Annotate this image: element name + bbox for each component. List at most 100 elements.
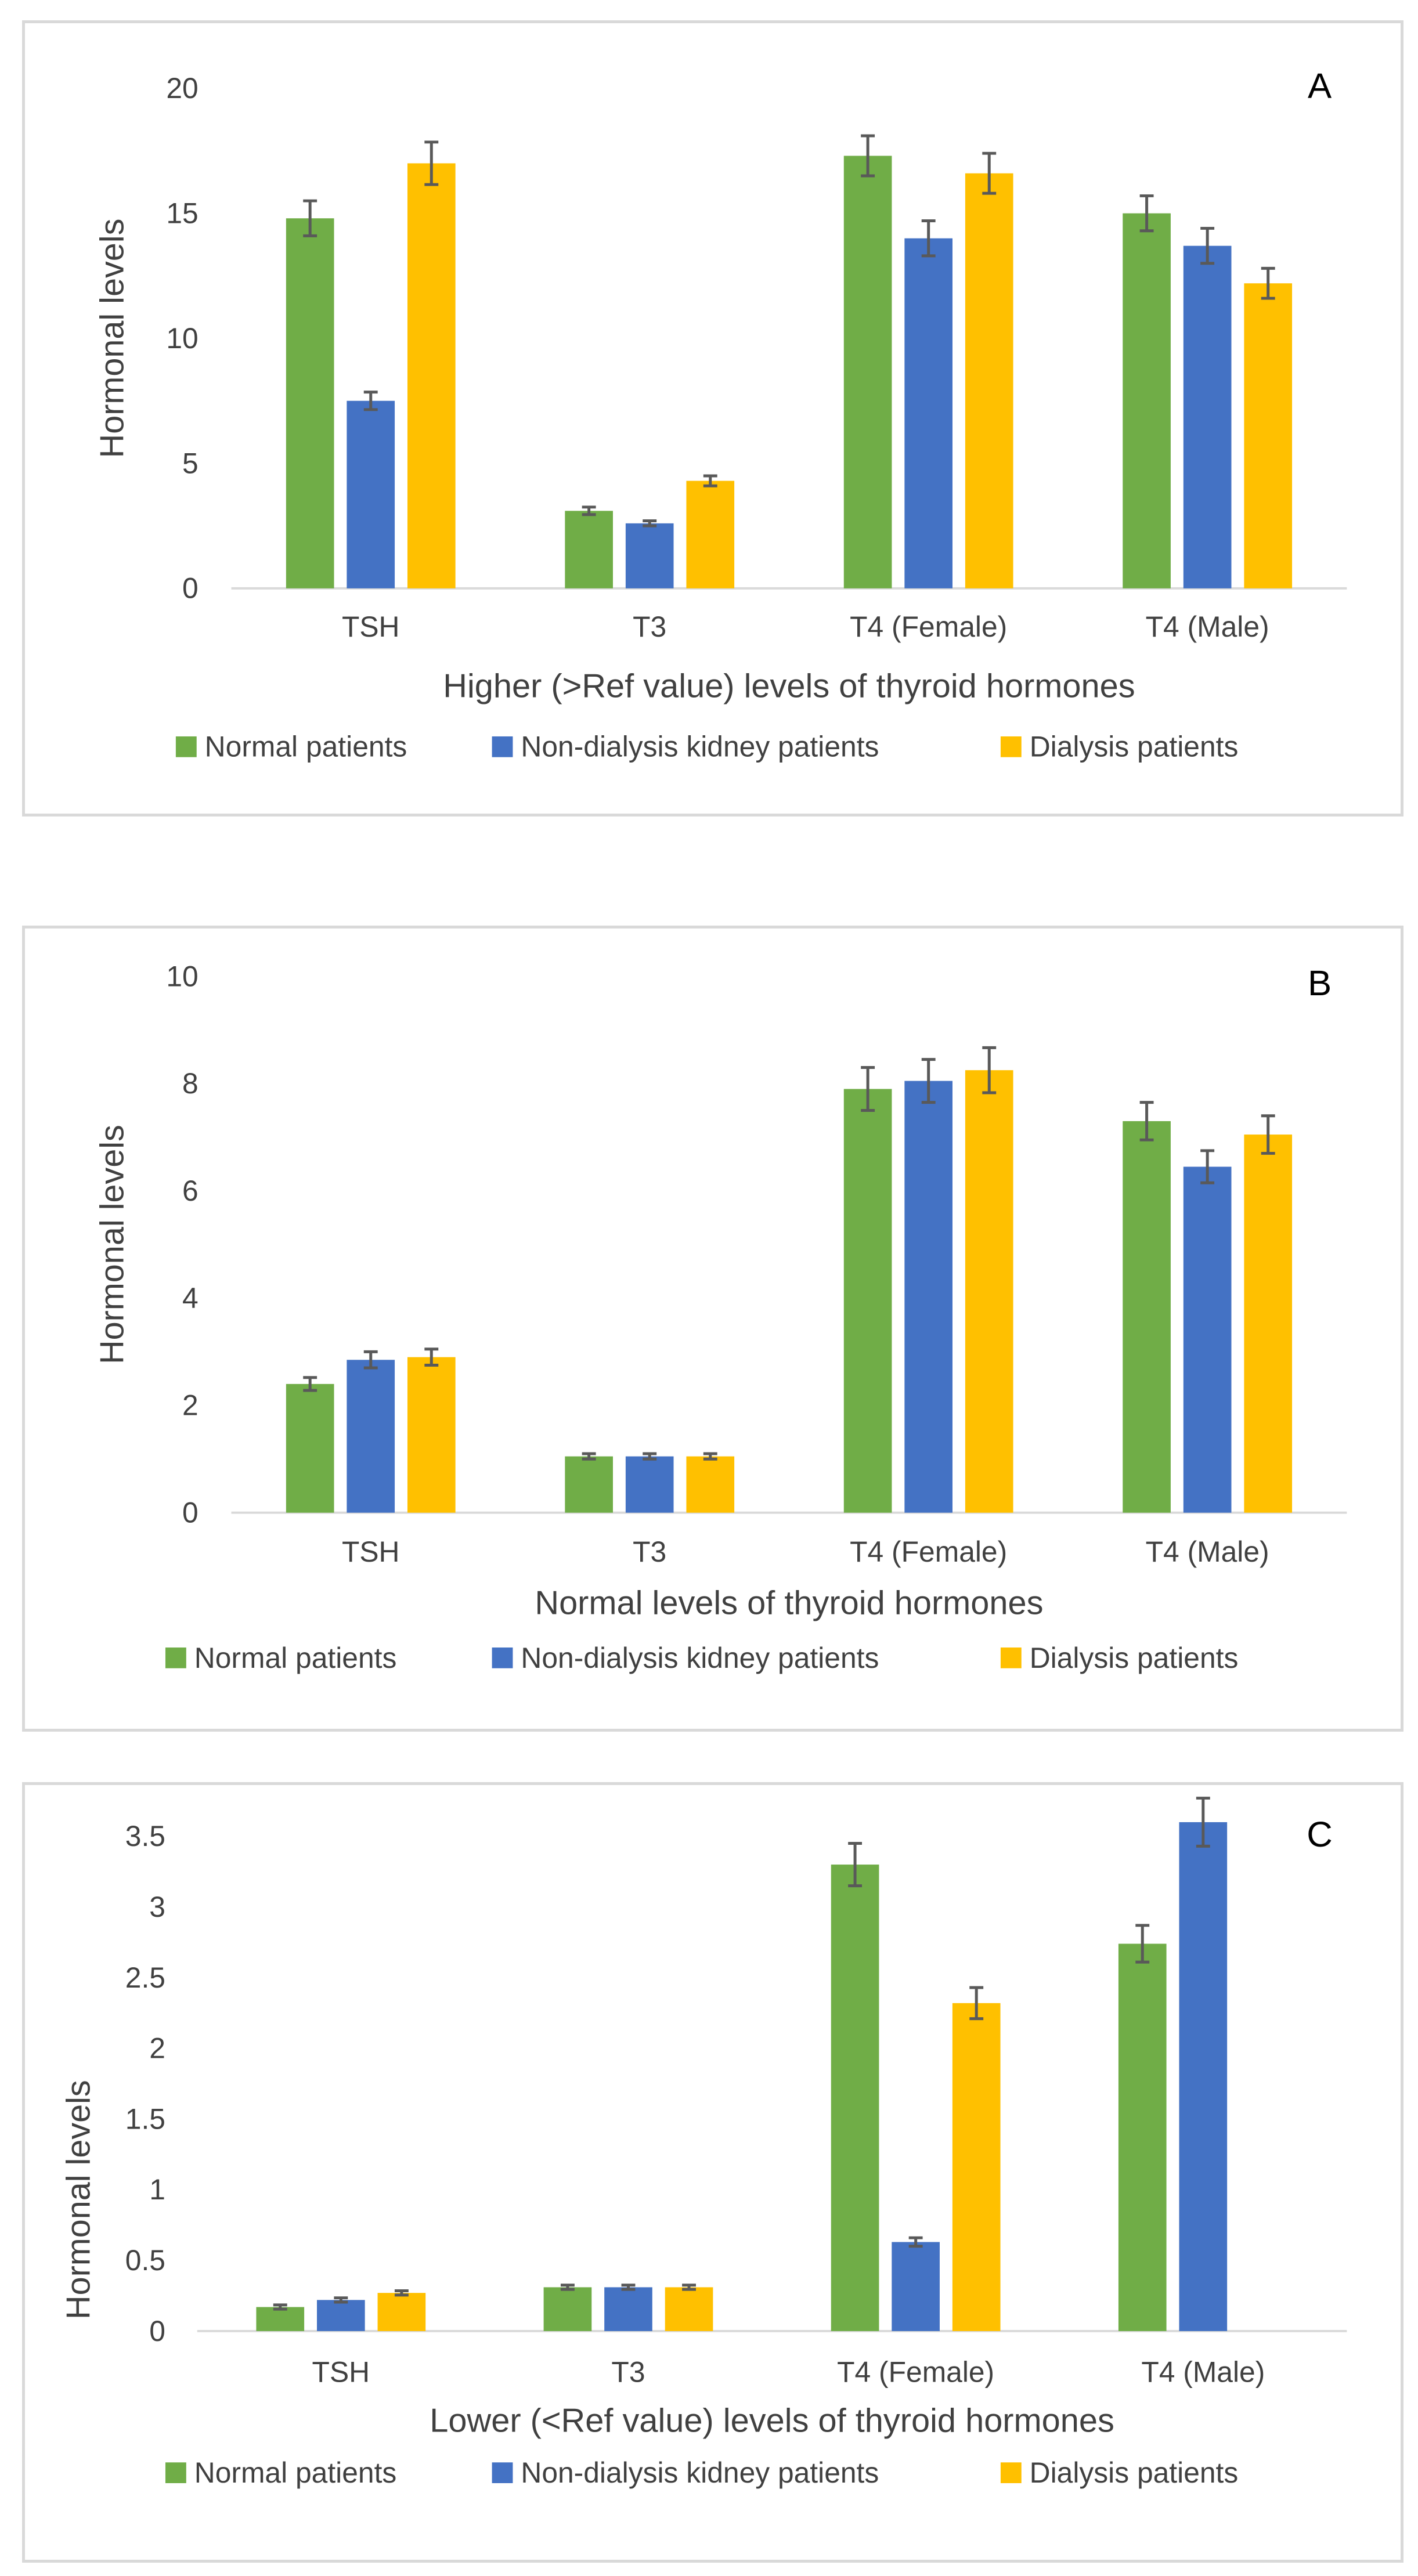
bar (1183, 1166, 1232, 1513)
category-label: T4 (Female) (850, 1536, 1007, 1568)
error-bar (303, 1376, 317, 1392)
bar (686, 1456, 735, 1513)
legend-swatch (175, 736, 197, 757)
bar (625, 1456, 674, 1513)
error-bar (921, 1058, 936, 1104)
bar (1179, 1822, 1228, 2331)
x-axis-title: Higher (>Ref value) levels of thyroid ho… (443, 668, 1135, 705)
error-bar (363, 391, 378, 411)
error-bar (861, 1066, 875, 1112)
bar (286, 1383, 334, 1513)
error-bar (334, 2296, 348, 2304)
legend-label: Non-dialysis kidney patients (521, 1642, 879, 1674)
y-tick-label: 4 (182, 1282, 199, 1314)
bar (256, 2307, 305, 2331)
category-label: T4 (Female) (837, 2355, 994, 2388)
error-bar (861, 134, 875, 178)
bar-chart-c: C 0 0.5 1 1.5 2 2.5 3 3.5 TSH T3 T4 (Female) T4 (Mal… (60, 1797, 1347, 2489)
error-bar (1139, 194, 1154, 233)
bar-chart-b: B 0 2 4 6 8 10 TSH T3 T4 (Female) T4 (Male) Normal … (93, 960, 1347, 1674)
y-tick-label: 10 (166, 960, 198, 992)
bar (843, 156, 892, 588)
chart-panel-c: C 0 0.5 1 1.5 2 2.5 3 3.5 TSH T3 T4 (Female) T4 (Mal… (22, 1782, 1403, 2563)
error-bar (703, 474, 717, 487)
bar-chart-a: A 0 5 10 15 20 TSH T3 T4 (Female) T4 (Male) Higher… (93, 66, 1347, 763)
error-bar (363, 1350, 378, 1370)
bar (347, 1360, 395, 1513)
y-tick-label: 10 (166, 322, 198, 355)
error-bar (1261, 266, 1275, 300)
chart-panel-a: A 0 5 10 15 20 TSH T3 T4 (Female) T4 (Male) Higher… (22, 20, 1403, 816)
legend-swatch (1000, 2462, 1022, 2483)
error-bar (424, 140, 439, 186)
bar (625, 523, 674, 588)
y-axis-title: Hormonal levels (93, 1125, 131, 1364)
bar (892, 2242, 940, 2331)
y-axis-title: Hormonal levels (60, 2080, 97, 2320)
legend-label: Dialysis patients (1030, 731, 1239, 763)
y-tick-label: 0 (182, 1497, 199, 1529)
category-label: TSH (342, 610, 400, 643)
bar (286, 218, 334, 588)
legend-swatch (165, 2462, 186, 2483)
error-bar (1135, 1924, 1150, 1964)
legend-swatch (1000, 736, 1022, 757)
bar (831, 1865, 879, 2331)
legend-label: Dialysis patients (1030, 2456, 1239, 2489)
legend-label: Normal patients (205, 731, 407, 763)
bar (1244, 1135, 1293, 1513)
y-tick-label: 3.5 (125, 1820, 165, 1852)
legend-label: Normal patients (194, 1642, 397, 1674)
y-tick-label: 2 (149, 2032, 165, 2065)
error-bar (682, 2284, 696, 2291)
error-bar (643, 519, 657, 528)
error-bar (582, 1452, 596, 1461)
bar (317, 2300, 365, 2331)
bar (843, 1089, 892, 1513)
panel-letter: B (1308, 963, 1332, 1003)
y-tick-label: 6 (182, 1175, 199, 1207)
error-bar (560, 2284, 575, 2291)
category-label: TSH (342, 1536, 400, 1568)
error-bar (582, 505, 596, 516)
category-label: T4 (Female) (850, 610, 1007, 643)
error-bar (273, 2303, 287, 2311)
bar (407, 163, 456, 588)
bar (952, 2003, 1001, 2331)
legend-swatch (492, 1648, 513, 1668)
legend-label: Non-dialysis kidney patients (521, 731, 879, 763)
bar (686, 480, 735, 588)
error-bar (394, 2289, 409, 2297)
y-tick-label: 0.5 (125, 2244, 165, 2277)
category-label: T4 (Male) (1141, 2355, 1265, 2388)
error-bar (643, 1452, 657, 1461)
bar (565, 1456, 613, 1513)
error-bar (1196, 1797, 1210, 1848)
bar (965, 1070, 1013, 1513)
bar (1118, 1943, 1167, 2331)
error-bar (703, 1452, 717, 1461)
legend-label: Non-dialysis kidney patients (521, 2456, 879, 2489)
error-bar (908, 2236, 923, 2248)
category-label: T3 (611, 2355, 645, 2388)
error-bar (848, 1842, 863, 1888)
category-label: T3 (633, 610, 666, 643)
error-bar (921, 219, 936, 258)
y-tick-label: 0 (182, 572, 199, 605)
error-bar (969, 1986, 984, 2021)
legend-label: Normal patients (194, 2456, 397, 2489)
bar (1183, 245, 1232, 588)
bar (904, 238, 953, 588)
error-bar (1200, 226, 1215, 265)
legend-swatch (165, 1648, 186, 1668)
y-tick-label: 3 (149, 1891, 165, 1923)
y-axis-title: Hormonal levels (93, 219, 131, 458)
error-bar (303, 199, 317, 237)
error-bar (1261, 1114, 1275, 1155)
bar (665, 2287, 713, 2331)
bar (965, 173, 1013, 588)
legend-label: Dialysis patients (1030, 1642, 1239, 1674)
error-bar (621, 2284, 636, 2291)
y-tick-label: 1 (149, 2173, 165, 2206)
category-label: TSH (312, 2355, 370, 2388)
